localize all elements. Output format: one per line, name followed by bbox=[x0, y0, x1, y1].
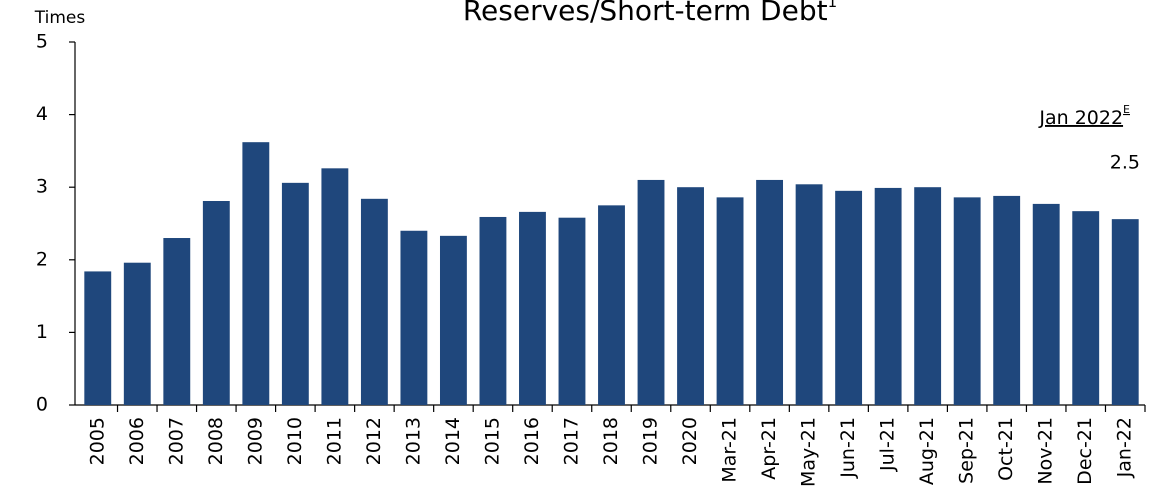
annotation-superscript: E bbox=[1123, 103, 1130, 116]
y-tick-label: 5 bbox=[36, 31, 48, 53]
bar bbox=[835, 190, 863, 405]
y-tick-label: 3 bbox=[36, 176, 48, 198]
x-tick-label: Aug-21 bbox=[916, 417, 938, 485]
x-tick-label: Nov-21 bbox=[1035, 417, 1057, 485]
bar bbox=[242, 142, 270, 406]
x-tick-label: Jun-21 bbox=[837, 417, 859, 479]
x-tick-label: 2012 bbox=[363, 417, 385, 465]
bar bbox=[479, 216, 507, 405]
bar bbox=[953, 197, 981, 405]
x-tick-label: 2007 bbox=[165, 417, 187, 465]
bar bbox=[795, 184, 823, 405]
bar bbox=[716, 197, 744, 405]
x-tick-label: May-21 bbox=[798, 417, 820, 487]
annotation-label: Jan 2022E bbox=[1038, 103, 1130, 129]
x-tick-label: 2006 bbox=[126, 417, 148, 465]
title-note: 1 bbox=[828, 0, 838, 11]
bar bbox=[677, 187, 704, 405]
bar bbox=[874, 187, 902, 405]
bar bbox=[163, 238, 191, 405]
y-tick-label: 1 bbox=[36, 321, 48, 343]
bar bbox=[439, 235, 467, 405]
bar bbox=[202, 200, 230, 405]
y-axis-label: Times bbox=[34, 8, 86, 28]
x-tick-label: 2016 bbox=[521, 417, 543, 465]
x-tick-label: Dec-21 bbox=[1074, 417, 1096, 485]
x-tick-label: 2015 bbox=[481, 417, 503, 465]
bar bbox=[400, 230, 428, 405]
bar bbox=[637, 179, 665, 405]
x-tick-label: 2019 bbox=[640, 417, 662, 465]
bar bbox=[281, 182, 309, 405]
annotation-text: Jan 2022 bbox=[1038, 107, 1123, 129]
x-tick-label: 2009 bbox=[244, 417, 266, 465]
x-tick-label: 2020 bbox=[679, 417, 701, 465]
x-tick-label: 2010 bbox=[284, 417, 306, 465]
x-tick-label: 2013 bbox=[402, 417, 424, 465]
bar bbox=[519, 211, 546, 405]
y-tick-label: 0 bbox=[36, 394, 48, 416]
x-tick-label: Apr-21 bbox=[758, 417, 780, 480]
x-tick-label: 2011 bbox=[323, 417, 345, 465]
bar bbox=[598, 205, 625, 405]
x-tick-label: 2005 bbox=[86, 417, 108, 465]
bar bbox=[993, 195, 1021, 405]
bar bbox=[558, 217, 586, 405]
annotation-value: 2.5 bbox=[1110, 152, 1140, 174]
bar bbox=[756, 179, 784, 405]
x-tick-label: 2018 bbox=[600, 417, 622, 465]
bar bbox=[84, 271, 112, 405]
x-tick-label: Mar-21 bbox=[719, 417, 741, 483]
x-tick-label: Jan-22 bbox=[1114, 417, 1136, 478]
x-tick-label: 2017 bbox=[560, 417, 582, 465]
x-tick-label: Oct-21 bbox=[995, 417, 1017, 481]
x-tick-label: Jul-21 bbox=[877, 417, 899, 472]
x-tick-label: Sep-21 bbox=[956, 417, 978, 484]
bar bbox=[321, 168, 349, 405]
title-text: Reserves/Short-term Debt bbox=[463, 0, 828, 27]
y-tick-label: 4 bbox=[36, 103, 48, 125]
bar bbox=[1072, 211, 1100, 405]
chart-title: Reserves/Short-term Debt1 bbox=[463, 0, 837, 27]
x-tick-label: 2008 bbox=[205, 417, 227, 465]
bar bbox=[360, 198, 388, 405]
bar bbox=[1111, 219, 1139, 405]
x-tick-label: 2014 bbox=[442, 417, 464, 465]
bar bbox=[914, 187, 942, 405]
bar bbox=[1032, 203, 1060, 405]
bar bbox=[123, 262, 151, 405]
y-tick-label: 2 bbox=[36, 248, 48, 270]
